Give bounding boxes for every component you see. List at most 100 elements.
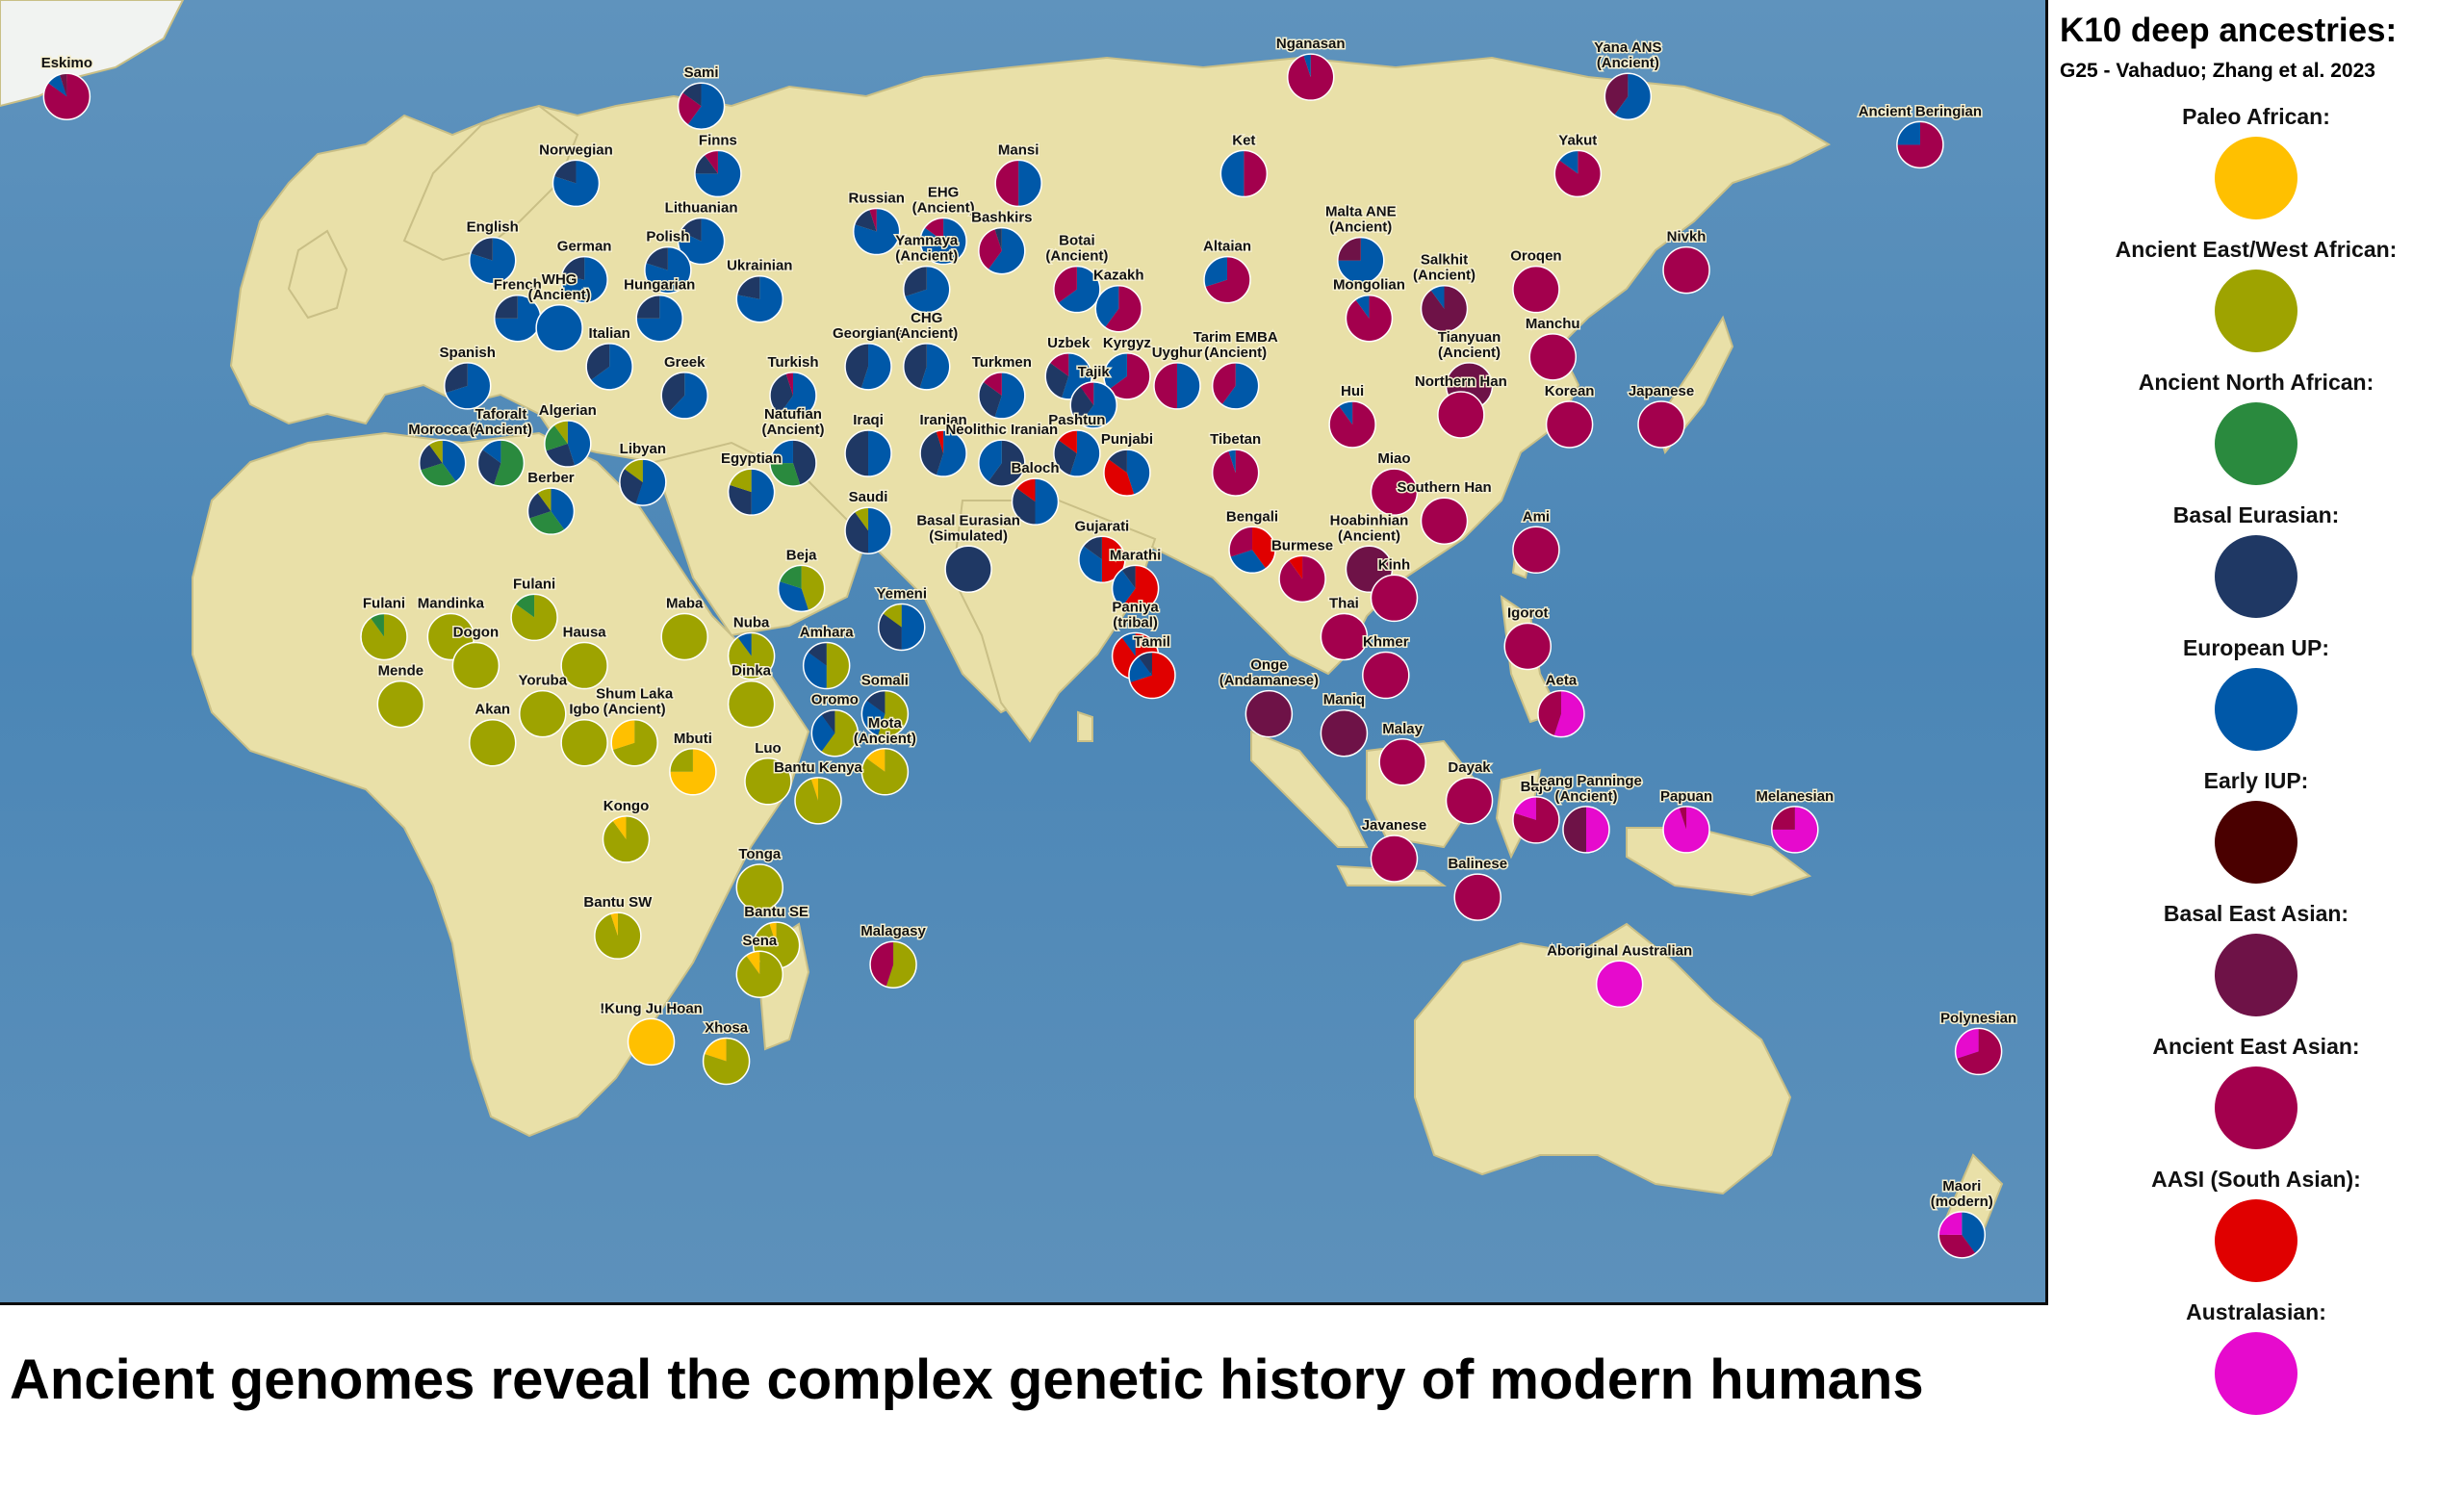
population-label: Neolithic Iranian [945, 422, 1058, 438]
population-label: Polish [646, 229, 689, 245]
pie-slice [920, 431, 944, 475]
pie-baloch [1011, 477, 1060, 526]
population-label: Nuba [733, 615, 770, 631]
pie-pashtun [1053, 429, 1101, 477]
pie-slice [1379, 738, 1426, 785]
pie-outline [860, 689, 910, 738]
population-label: English [467, 219, 519, 236]
pie-algerian [544, 420, 592, 468]
pie-slice [1138, 652, 1152, 676]
pie-outline [1094, 284, 1142, 333]
population-label: Tianyuan (Ancient) [1438, 329, 1502, 361]
pie-russian [852, 207, 901, 256]
pie-outline [844, 343, 892, 391]
population-label: Aeta [1546, 673, 1578, 689]
pie-slice [769, 373, 793, 415]
pie-slice [661, 372, 685, 413]
pie-outline [1320, 612, 1369, 661]
pie-slice [779, 565, 802, 589]
pie-slice [1228, 450, 1236, 474]
pie-outline [677, 217, 726, 266]
pie-slice [703, 1038, 750, 1085]
pie-saudi [844, 506, 892, 554]
pie-slice [826, 642, 850, 689]
population-label: Punjabi [1101, 431, 1153, 448]
population-label: Saudi [849, 489, 888, 505]
pie-outline [1345, 294, 1394, 343]
pie-shum-laka-ancient [610, 718, 658, 767]
population-label: Yana ANS (Ancient) [1594, 39, 1661, 71]
pie-whg-ancient [535, 304, 583, 352]
pie-outline [1562, 806, 1610, 854]
population-label: Baloch [1012, 460, 1060, 476]
legend-item-australasian: Australasian: [2048, 1296, 2464, 1428]
pie-slice [751, 469, 775, 516]
pie-slice [59, 73, 67, 97]
pie-malta-ane-ancient [1337, 236, 1385, 285]
pie-outline [978, 372, 1026, 420]
pie-outline [978, 439, 1026, 487]
legend-item-aasi: AASI (South Asian): [2048, 1163, 2464, 1296]
pie-slice [1252, 527, 1276, 569]
population-label: Taforalt (Ancient) [470, 406, 532, 438]
pie-outline [694, 149, 742, 198]
pie-outline [476, 439, 526, 487]
population-label: Kyrgyz [1103, 335, 1151, 351]
pie-moroccan [418, 439, 467, 487]
legend-items: Paleo African: Ancient East/West African… [2048, 100, 2464, 1428]
pie-outline [1203, 255, 1251, 304]
pie-slice [729, 469, 752, 493]
pie-slice [1105, 285, 1142, 332]
pie-slice [444, 362, 468, 394]
pie-outline [1053, 265, 1101, 314]
population-label: Balinese [1448, 856, 1507, 872]
pie-outline [602, 815, 651, 863]
population-label: Tonga [738, 846, 782, 862]
population-label: Oromo [811, 692, 859, 708]
population-label: Japanese [1629, 383, 1694, 399]
legend-item-early-iup: Early IUP: [2048, 764, 2464, 897]
population-label: Ukrainian [727, 258, 792, 274]
pie-slice [736, 951, 783, 998]
pie-slice [870, 941, 894, 988]
pie-akan [468, 718, 517, 767]
pie-slice [821, 709, 835, 733]
population-label: Sami [684, 64, 719, 81]
pie-slice [869, 208, 877, 232]
pie-slice [1371, 575, 1418, 622]
pie-outline [1896, 120, 1944, 169]
pie-outline [594, 912, 642, 960]
pie-slice [978, 381, 1002, 418]
population-label: Akan [475, 702, 510, 718]
population-label: Paniya (tribal) [1112, 600, 1159, 631]
pie-slice [610, 912, 618, 937]
pie-mansi [994, 159, 1042, 208]
pie-turkmen [978, 372, 1026, 420]
population-label: Maba [666, 595, 704, 611]
pie-slice [1204, 256, 1227, 288]
pie-lithuanian [677, 217, 726, 266]
british-isles-shape [287, 229, 348, 320]
population-label: Shum Laka (Ancient) [596, 686, 674, 718]
pie-slice [419, 444, 443, 471]
pie-outline [702, 1037, 751, 1086]
population-label: Lithuanian [665, 200, 738, 217]
population-label: Basal Eurasian (Simulated) [916, 512, 1020, 544]
pie-outline [1103, 352, 1151, 400]
pie-basal-eurasian-simulated [944, 545, 992, 594]
population-label: Pashtun [1048, 412, 1105, 428]
pie-slice [678, 218, 725, 265]
pie-slice [481, 440, 501, 464]
pie-mende [376, 680, 425, 729]
population-label: Dinka [732, 663, 772, 680]
pie-outline [810, 708, 860, 758]
population-label: Kazakh [1093, 268, 1144, 284]
pie-outline [1420, 497, 1469, 545]
population-label: Salkhit (Ancient) [1413, 252, 1476, 284]
pie-outline [978, 226, 1026, 275]
pie-slice [877, 690, 909, 737]
pie-outline [1219, 149, 1269, 198]
pie-outline [451, 641, 500, 690]
pie-outline [619, 458, 667, 506]
pie-bantu-kenya [794, 777, 842, 825]
